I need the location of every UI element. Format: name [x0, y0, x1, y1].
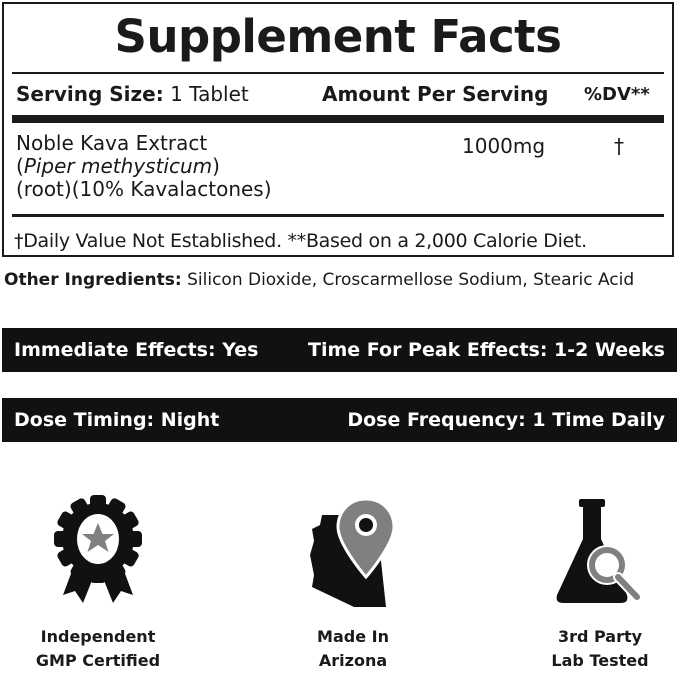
- flask-magnifier-icon: [556, 499, 642, 603]
- dose-frequency: Dose Frequency: 1 Time Daily: [347, 409, 665, 431]
- amount-header: Amount Per Serving: [322, 82, 549, 106]
- effects-bar: Immediate Effects: Yes Time For Peak Eff…: [2, 328, 677, 372]
- supplement-facts-panel: Supplement Facts Serving Size: 1 Tablet …: [2, 2, 674, 257]
- immediate-effects: Immediate Effects: Yes: [14, 339, 259, 361]
- divider: [12, 214, 664, 217]
- arizona-map-pin-icon: [310, 497, 396, 607]
- dose-timing: Dose Timing: Night: [14, 409, 220, 431]
- panel-title: Supplement Facts: [114, 10, 562, 63]
- badge-gmp: Independent GMP Certified: [18, 495, 178, 673]
- serving-size: Serving Size: 1 Tablet: [16, 82, 249, 106]
- dv-header: %DV**: [584, 84, 650, 105]
- badge-lab: 3rd Party Lab Tested: [520, 495, 679, 673]
- badge-arizona: Made In Arizona: [273, 495, 433, 673]
- ingredient-name: Noble Kava Extract (Piper methysticum) (…: [16, 131, 272, 201]
- ingredient-amount: 1000mg: [462, 134, 546, 158]
- other-ingredients: Other Ingredients: Silicon Dioxide, Cros…: [4, 270, 635, 290]
- award-ribbon-icon: [54, 495, 142, 603]
- footnote: †Daily Value Not Established. **Based on…: [14, 230, 587, 252]
- dose-bar: Dose Timing: Night Dose Frequency: 1 Tim…: [2, 398, 677, 442]
- thick-divider: [12, 115, 664, 123]
- divider: [12, 72, 664, 74]
- peak-effects: Time For Peak Effects: 1-2 Weeks: [308, 339, 665, 361]
- ingredient-dv: †: [614, 134, 624, 158]
